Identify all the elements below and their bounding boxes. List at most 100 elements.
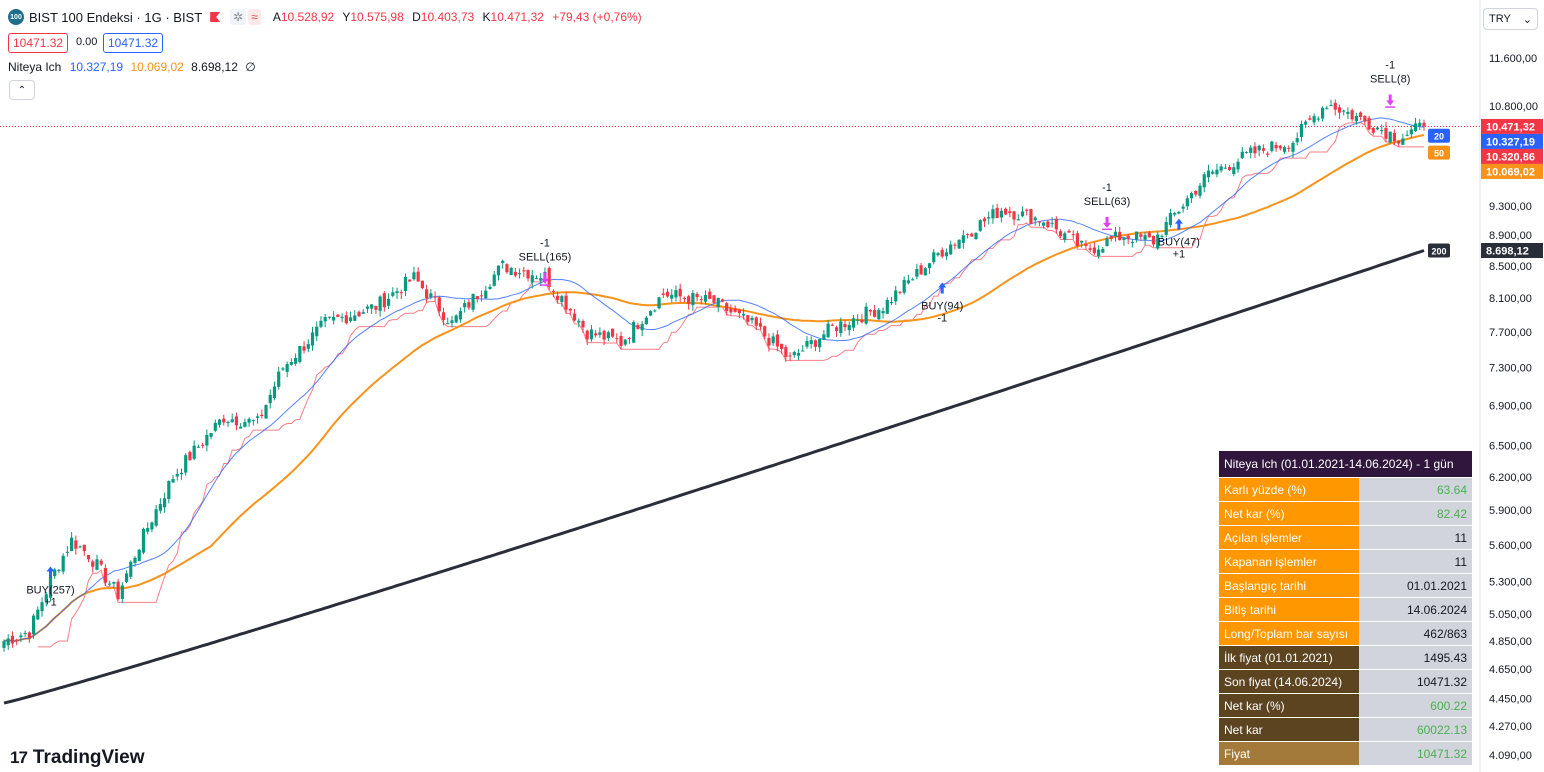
candle	[851, 315, 856, 331]
candle	[53, 567, 57, 579]
buy-signal: BUY(47)+1	[1158, 218, 1200, 261]
currency-select[interactable]: TRY ⌄	[1483, 8, 1538, 30]
candle-body	[1422, 122, 1426, 127]
candle-body	[298, 346, 302, 362]
candle-body	[1329, 104, 1333, 106]
candle-body	[196, 446, 201, 448]
candle	[771, 332, 775, 347]
candle-body	[539, 278, 543, 281]
candle	[860, 313, 864, 324]
candle-body	[691, 292, 695, 306]
candle	[581, 319, 585, 333]
candle-body	[906, 280, 911, 284]
candle-body	[1033, 217, 1037, 221]
candle-body	[1063, 233, 1067, 240]
candle-body	[1160, 235, 1164, 237]
candle	[826, 319, 830, 338]
candle	[551, 289, 556, 298]
candle-body	[306, 344, 310, 349]
candle	[1080, 240, 1084, 248]
candle-body	[1130, 241, 1134, 243]
candle	[902, 276, 906, 295]
candle-body	[95, 559, 99, 570]
candle	[99, 558, 103, 567]
candle	[374, 305, 378, 314]
candle-body	[868, 309, 872, 312]
candle-body	[1257, 145, 1261, 151]
candle	[175, 468, 179, 481]
candle	[27, 631, 31, 643]
candle	[1333, 99, 1337, 116]
candle-body	[370, 304, 374, 309]
tradingview-logo[interactable]: 17 TradingView	[10, 747, 145, 769]
candle-body	[264, 404, 268, 419]
candle-body	[982, 218, 987, 222]
candle	[230, 413, 234, 423]
candle	[1232, 163, 1236, 177]
candle	[1413, 117, 1418, 133]
collapse-legend-button[interactable]: ⌃	[9, 80, 35, 100]
candle-body	[1025, 209, 1029, 211]
candle	[936, 251, 940, 257]
candle-body	[1227, 166, 1232, 171]
candle	[881, 307, 885, 319]
stats-label: Net kar (%)	[1219, 693, 1360, 718]
candle-body	[839, 321, 843, 334]
candle	[1308, 115, 1312, 121]
candle	[911, 277, 915, 281]
candle-body	[564, 295, 568, 310]
compare-icon[interactable]: ≈	[248, 9, 261, 25]
candle	[378, 295, 382, 317]
candle	[1156, 231, 1160, 251]
candle-body	[441, 312, 446, 320]
candle	[839, 317, 843, 337]
sell-button[interactable]: 10471.32	[8, 33, 69, 53]
candle-body	[1080, 240, 1084, 243]
candle-body	[6, 638, 10, 646]
indicator-name: Niteya Ich	[8, 60, 62, 74]
candle	[264, 404, 268, 420]
candle	[243, 418, 247, 428]
candle-body	[230, 419, 234, 423]
candle-body	[1092, 247, 1096, 254]
candle	[433, 291, 437, 302]
sell-arrow-icon	[1103, 216, 1112, 228]
candle	[716, 297, 720, 313]
candle-body	[712, 295, 716, 303]
candle	[1346, 107, 1350, 120]
candle-body	[1223, 167, 1227, 169]
candle-body	[999, 210, 1003, 218]
candle	[703, 290, 708, 305]
data-mode-icon[interactable]: ✲	[230, 9, 247, 25]
candle-body	[944, 252, 949, 257]
candle-body	[285, 363, 289, 372]
candle-body	[1380, 130, 1384, 132]
candle-body	[496, 265, 501, 276]
candle	[1367, 115, 1371, 131]
candle-body	[412, 272, 416, 280]
candle-body	[302, 346, 306, 351]
candle	[927, 262, 932, 275]
candle-body	[361, 312, 365, 314]
candle-body	[788, 355, 792, 357]
indicator-value-empty: ∅	[245, 60, 256, 74]
candle-body	[822, 334, 826, 340]
price-tick-label: 8.100,00	[1489, 293, 1532, 305]
candle-body	[915, 268, 919, 277]
candle-body	[801, 350, 805, 352]
candle	[530, 269, 534, 289]
candle-body	[720, 299, 725, 302]
candle-body	[953, 244, 957, 246]
candle-body	[1050, 222, 1054, 224]
symbol-title[interactable]: BIST 100 Endeksi · 1G · BIST	[29, 9, 203, 25]
buy-button[interactable]: 10471.32	[103, 33, 164, 53]
candle	[1257, 144, 1261, 157]
candle-body	[758, 323, 763, 327]
candle-body	[1392, 132, 1397, 142]
candle	[822, 329, 826, 341]
price-tick-label: 4.450,00	[1489, 694, 1532, 706]
candle-body	[1346, 112, 1350, 114]
candle	[1249, 145, 1253, 159]
indicator-legend[interactable]: Niteya Ich 10.327,19 10.069,02 8.698,12 …	[8, 60, 256, 74]
